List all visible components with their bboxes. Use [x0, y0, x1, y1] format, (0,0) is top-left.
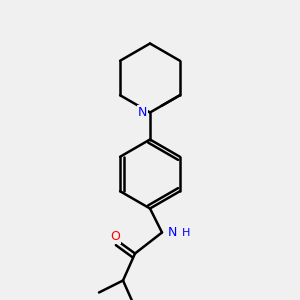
Text: N: N: [138, 106, 147, 119]
Text: N: N: [168, 226, 177, 239]
Text: O: O: [111, 230, 120, 244]
Text: H: H: [182, 227, 190, 238]
